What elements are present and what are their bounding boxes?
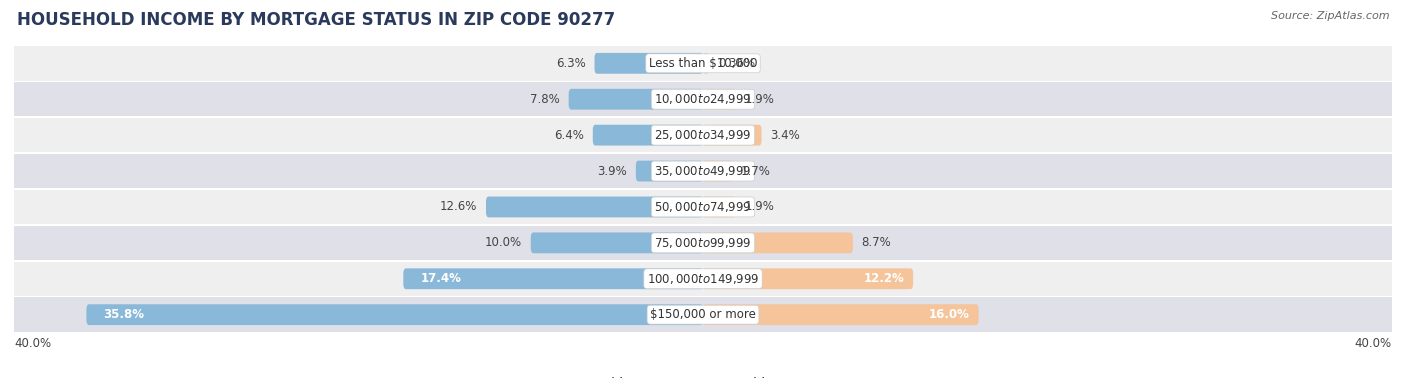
FancyBboxPatch shape: [86, 304, 703, 325]
Bar: [14, 154, 1392, 188]
FancyBboxPatch shape: [703, 197, 735, 217]
Text: 35.8%: 35.8%: [104, 308, 145, 321]
FancyBboxPatch shape: [595, 53, 703, 74]
Text: 1.9%: 1.9%: [744, 93, 775, 106]
Text: $150,000 or more: $150,000 or more: [650, 308, 756, 321]
Text: $25,000 to $34,999: $25,000 to $34,999: [654, 128, 752, 142]
Text: 1.7%: 1.7%: [741, 164, 770, 178]
Text: $35,000 to $49,999: $35,000 to $49,999: [654, 164, 752, 178]
Text: 8.7%: 8.7%: [862, 236, 891, 249]
Text: 7.8%: 7.8%: [530, 93, 560, 106]
Text: $100,000 to $149,999: $100,000 to $149,999: [647, 272, 759, 286]
Text: 1.9%: 1.9%: [744, 200, 775, 214]
Text: 17.4%: 17.4%: [420, 272, 461, 285]
Text: 6.3%: 6.3%: [557, 57, 586, 70]
Bar: [14, 82, 1392, 116]
Text: 40.0%: 40.0%: [14, 337, 51, 350]
FancyBboxPatch shape: [703, 161, 733, 181]
Legend: Without Mortgage, With Mortgage: Without Mortgage, With Mortgage: [576, 377, 830, 378]
FancyBboxPatch shape: [593, 125, 703, 146]
Text: $75,000 to $99,999: $75,000 to $99,999: [654, 236, 752, 250]
Text: HOUSEHOLD INCOME BY MORTGAGE STATUS IN ZIP CODE 90277: HOUSEHOLD INCOME BY MORTGAGE STATUS IN Z…: [17, 11, 614, 29]
FancyBboxPatch shape: [703, 232, 853, 253]
Text: $10,000 to $24,999: $10,000 to $24,999: [654, 92, 752, 106]
FancyBboxPatch shape: [703, 268, 912, 289]
Text: 3.4%: 3.4%: [770, 129, 800, 142]
Text: 6.4%: 6.4%: [554, 129, 583, 142]
Bar: [14, 190, 1392, 224]
FancyBboxPatch shape: [531, 232, 703, 253]
Bar: [14, 262, 1392, 296]
Bar: [14, 46, 1392, 81]
Text: Source: ZipAtlas.com: Source: ZipAtlas.com: [1271, 11, 1389, 21]
Bar: [14, 118, 1392, 152]
FancyBboxPatch shape: [404, 268, 703, 289]
Bar: [14, 226, 1392, 260]
Text: 12.6%: 12.6%: [440, 200, 478, 214]
FancyBboxPatch shape: [703, 304, 979, 325]
Text: 40.0%: 40.0%: [1355, 337, 1392, 350]
FancyBboxPatch shape: [568, 89, 703, 110]
Text: 16.0%: 16.0%: [929, 308, 970, 321]
FancyBboxPatch shape: [703, 89, 735, 110]
Text: Less than $10,000: Less than $10,000: [648, 57, 758, 70]
Text: 3.9%: 3.9%: [598, 164, 627, 178]
Bar: [14, 297, 1392, 332]
Text: 0.36%: 0.36%: [718, 57, 755, 70]
FancyBboxPatch shape: [486, 197, 703, 217]
FancyBboxPatch shape: [636, 161, 703, 181]
Text: $50,000 to $74,999: $50,000 to $74,999: [654, 200, 752, 214]
FancyBboxPatch shape: [703, 53, 709, 74]
Text: 10.0%: 10.0%: [485, 236, 522, 249]
FancyBboxPatch shape: [703, 125, 762, 146]
Text: 12.2%: 12.2%: [863, 272, 904, 285]
